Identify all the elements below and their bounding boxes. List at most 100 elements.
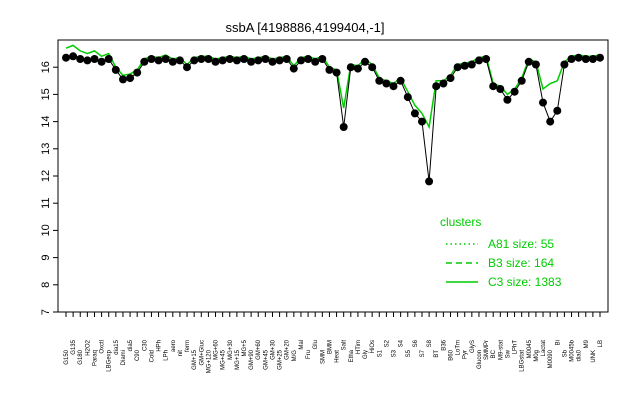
data-point (154, 56, 163, 65)
x-tick-label: Sb (562, 349, 568, 357)
data-point (596, 53, 604, 62)
x-tick-label: S8 (427, 339, 433, 347)
x-tick-label: LBGexp (107, 349, 113, 371)
data-point (76, 55, 85, 63)
data-point (489, 82, 498, 91)
x-tick-label: B60 (448, 349, 454, 360)
data-point (553, 106, 562, 115)
x-tick-label: S1 (377, 349, 383, 357)
data-point (204, 55, 213, 63)
data-point (361, 57, 369, 66)
x-tick-label: S7 (420, 349, 426, 357)
data-point (510, 87, 519, 96)
x-tick-label: Gly (363, 350, 369, 359)
x-axis: G150G135G180H2O2ParaqOxctlLBGexpdia15Dia… (64, 312, 604, 373)
x-tick-label: SMMPr (484, 340, 490, 360)
x-tick-label: BMM (327, 340, 333, 354)
x-tick-label: Cold (149, 350, 155, 362)
x-tick-label: Pyr (463, 350, 469, 359)
x-tick-label: GM+90 (249, 349, 255, 370)
legend-title: clusters (440, 215, 481, 229)
y-tick-label: 14 (40, 115, 52, 127)
data-point (446, 74, 455, 83)
data-point (410, 109, 419, 118)
x-tick-label: M0090 (548, 349, 554, 368)
data-point (190, 56, 199, 65)
data-point (453, 63, 462, 72)
x-tick-label: aero (171, 339, 177, 352)
x-tick-label: M0045 (527, 339, 533, 358)
x-tick-label: Bi (555, 340, 561, 345)
x-tick-label: M0g (534, 350, 540, 362)
x-tick-label: H2O2 (85, 339, 91, 355)
legend: clusters A81 size: 55 B3 size: 164 C3 si… (440, 215, 562, 289)
x-tick-label: MG+45 (221, 349, 227, 370)
data-point (126, 74, 135, 83)
y-tick-label: 16 (40, 61, 52, 73)
data-point (432, 82, 441, 91)
data-point (90, 55, 99, 63)
x-tick-label: Heat (335, 350, 341, 363)
data-point (389, 82, 398, 91)
x-tick-label: Salt (342, 340, 348, 351)
data-point (140, 57, 149, 66)
x-tick-label: G150 (64, 349, 70, 364)
x-tick-label: Mal (299, 340, 305, 350)
data-point (282, 55, 291, 63)
data-point (119, 75, 127, 84)
x-tick-label: S3 (392, 349, 398, 357)
x-tick-label: LPh (164, 350, 170, 361)
x-tick-label: dia5 (128, 339, 134, 351)
data-point (588, 55, 597, 63)
x-tick-label: Sw (505, 349, 511, 358)
data-point (240, 55, 248, 63)
data-point (275, 56, 284, 65)
x-tick-label: GlyS (470, 340, 476, 353)
data-point (574, 53, 583, 62)
x-tick-label: LB (598, 340, 604, 347)
data-point (425, 177, 434, 186)
x-tick-label: Paraq (92, 350, 98, 366)
x-tick-label: GM+30 (270, 339, 276, 360)
y-tick-label: 15 (40, 88, 52, 100)
data-point (232, 56, 241, 65)
x-tick-label: MG+120 (206, 349, 212, 373)
x-tick-label: S6 (413, 339, 419, 347)
x-tick-label: MG+5 (242, 339, 248, 356)
data-point (168, 57, 177, 66)
data-point (218, 56, 227, 65)
x-tick-label: G135 (71, 339, 77, 354)
x-tick-label: GM+60 (256, 339, 262, 360)
data-point (581, 55, 590, 63)
x-tick-label: nit (178, 350, 184, 357)
x-tick-label: LBGstat (520, 350, 526, 372)
x-tick-label: ferm (185, 340, 191, 352)
x-tick-label: G180 (78, 349, 84, 364)
legend-label-b3: B3 size: 164 (488, 256, 554, 270)
y-axis: 7 8 9 10 11 12 13 14 15 16 (40, 61, 58, 315)
data-point (539, 98, 547, 107)
x-tick-label: GM+45 (263, 349, 269, 370)
data-point (147, 55, 156, 63)
data-point (304, 55, 313, 63)
data-point (225, 55, 234, 63)
x-tick-label: GM+20 (285, 339, 291, 360)
data-point (403, 93, 412, 102)
x-tick-label: Etha (349, 349, 355, 362)
y-tick-label: 12 (40, 170, 52, 182)
y-tick-label: 9 (40, 255, 52, 261)
data-point (382, 79, 391, 88)
data-point (211, 57, 220, 66)
x-tick-label: MG+60 (214, 339, 220, 360)
data-point (332, 68, 341, 77)
legend-label-a81: A81 size: 55 (488, 237, 554, 251)
x-tick-label: GM+Gluc (199, 340, 205, 366)
x-tick-label: dia15 (114, 339, 120, 354)
x-tick-label: M9-stat (498, 340, 504, 360)
y-tick-label: 7 (40, 309, 52, 315)
x-tick-label: MG+15 (235, 349, 241, 370)
data-point (297, 56, 305, 65)
x-tick-label: S2 (384, 339, 390, 347)
series-points (62, 52, 604, 186)
y-tick-label: 13 (40, 143, 52, 155)
